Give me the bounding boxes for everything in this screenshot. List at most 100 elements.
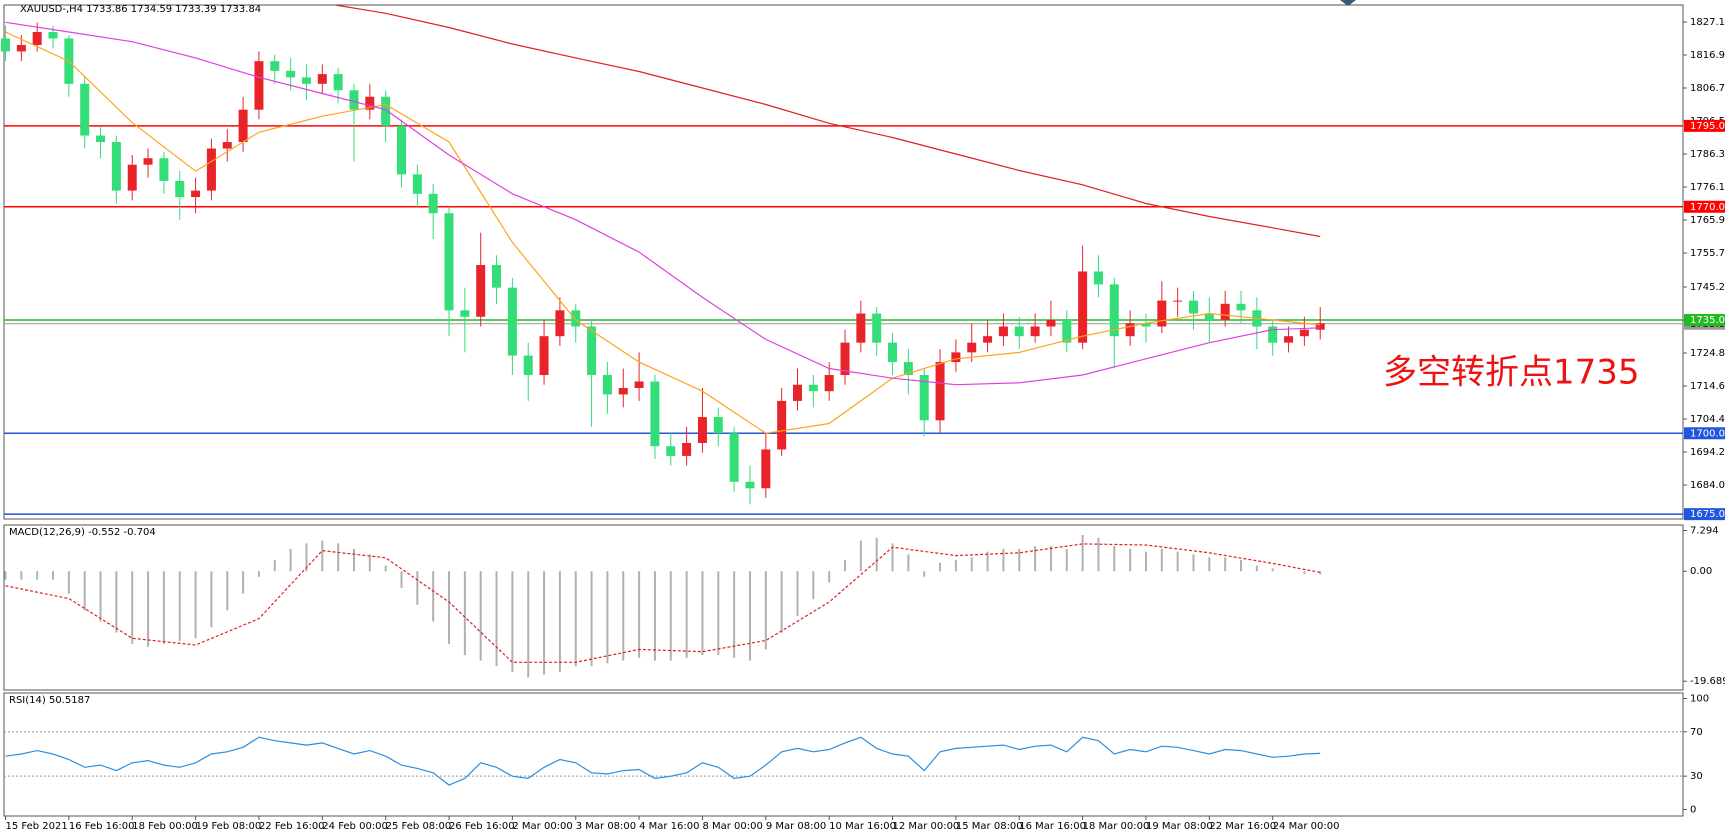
candle-body (32, 32, 42, 45)
x-tick-label: 15 Feb 2021 (6, 821, 68, 832)
macd-bar (653, 571, 656, 661)
macd-bar (242, 571, 245, 594)
macd-bar (733, 571, 736, 658)
x-tick-label: 22 Mar 16:00 (1209, 821, 1276, 832)
x-tick-label: 24 Feb 00:00 (322, 821, 388, 832)
macd-bar (20, 571, 23, 580)
candle-body (222, 142, 232, 149)
candle-body (523, 355, 533, 376)
macd-bar (590, 571, 593, 667)
macd-bar (1224, 557, 1227, 572)
candle-body (903, 362, 913, 376)
macd-bar (273, 560, 276, 572)
macd-bar (226, 571, 229, 611)
candle-body (507, 287, 517, 356)
macd-bar (1303, 571, 1306, 575)
macd-bar (1018, 548, 1021, 572)
macd-bar (748, 571, 751, 661)
candle-body (1284, 336, 1294, 343)
x-tick-label: 3 Mar 08:00 (576, 821, 636, 832)
macd-bar (321, 540, 324, 572)
candle-body (1173, 300, 1183, 302)
candle-body (254, 61, 264, 110)
y-tick-label: 1704.40 (1690, 414, 1725, 425)
y-tick-label: 100 (1690, 693, 1709, 704)
level-label: 1735.00 (1690, 315, 1725, 326)
level-tag (1684, 314, 1725, 327)
rsi-line (5, 736, 1321, 786)
macd-bar (1081, 534, 1084, 572)
candle-body (602, 375, 612, 395)
macd-bar (147, 571, 150, 647)
candle-body (745, 481, 755, 489)
macd-bar (67, 571, 70, 594)
macd-bar (1065, 548, 1068, 572)
macd-bar (954, 560, 957, 572)
y-tick-label: 1806.70 (1690, 83, 1725, 94)
macd-bar (764, 571, 767, 650)
candle-body (175, 180, 185, 198)
candle-body (666, 446, 676, 456)
candle-body (729, 433, 739, 482)
macd-bar (558, 571, 561, 672)
macd-bar (1144, 551, 1147, 572)
candle-body (381, 96, 391, 126)
candle-body (1236, 303, 1246, 311)
macd-bar (432, 571, 435, 622)
macd-bar (52, 571, 55, 580)
macd-bar (463, 571, 466, 656)
macd-bar (1240, 560, 1243, 572)
candle-body (301, 77, 311, 84)
rsi-panel (3, 692, 1684, 817)
candle-body (555, 310, 565, 337)
macd-bar (178, 571, 181, 642)
y-tick-label: 1827.10 (1690, 17, 1725, 28)
macd-bar (210, 571, 213, 628)
panel-title: RSI(14) 50.5187 (9, 695, 90, 706)
candle-body (191, 190, 201, 198)
macd-bar (400, 571, 403, 589)
candle-body (1030, 326, 1040, 337)
macd-bar (4, 571, 7, 580)
macd-bar (83, 571, 86, 611)
x-tick-label: 12 Mar 00:00 (893, 821, 960, 832)
x-tick-label: 8 Mar 00:00 (702, 821, 762, 832)
x-tick-label: 18 Feb 00:00 (132, 821, 198, 832)
x-tick-label: 10 Mar 16:00 (829, 821, 896, 832)
candle-body (1141, 323, 1151, 327)
candle-body (1189, 300, 1198, 314)
candle-body (1078, 271, 1088, 343)
chart-title: XAUUSD-,H4 1733.86 1734.59 1733.39 1733.… (20, 4, 261, 15)
macd-bar (1271, 568, 1274, 572)
candle-body (793, 384, 802, 401)
candle-body (967, 342, 977, 353)
macd-bar (1049, 546, 1052, 572)
candle-body (1109, 284, 1119, 337)
macd-bar (923, 571, 926, 577)
candle-body (539, 336, 549, 376)
candle-body (492, 265, 502, 288)
candle-body (571, 310, 581, 327)
macd-bar (701, 571, 704, 656)
candle-body (872, 313, 882, 343)
macd-bar (669, 571, 672, 661)
candle-body (919, 375, 929, 421)
macd-bar (479, 571, 482, 661)
macd-bar (859, 540, 862, 572)
candle-body (1157, 300, 1167, 327)
candle-body (1299, 329, 1309, 337)
y-tick-label: 1694.20 (1690, 447, 1725, 458)
candle-body (1220, 303, 1230, 321)
candle-body (428, 193, 438, 214)
macd-bar (527, 571, 530, 678)
moving-average (5, 31, 1321, 434)
candle-body (206, 148, 216, 191)
macd-panel (3, 524, 1684, 691)
macd-bar (1192, 554, 1195, 572)
macd-bar (606, 571, 609, 664)
candle-body (412, 174, 422, 194)
macd-bar (685, 571, 688, 658)
macd-bar (717, 571, 720, 656)
macd-bar (622, 571, 625, 661)
level-tag (1684, 427, 1725, 440)
